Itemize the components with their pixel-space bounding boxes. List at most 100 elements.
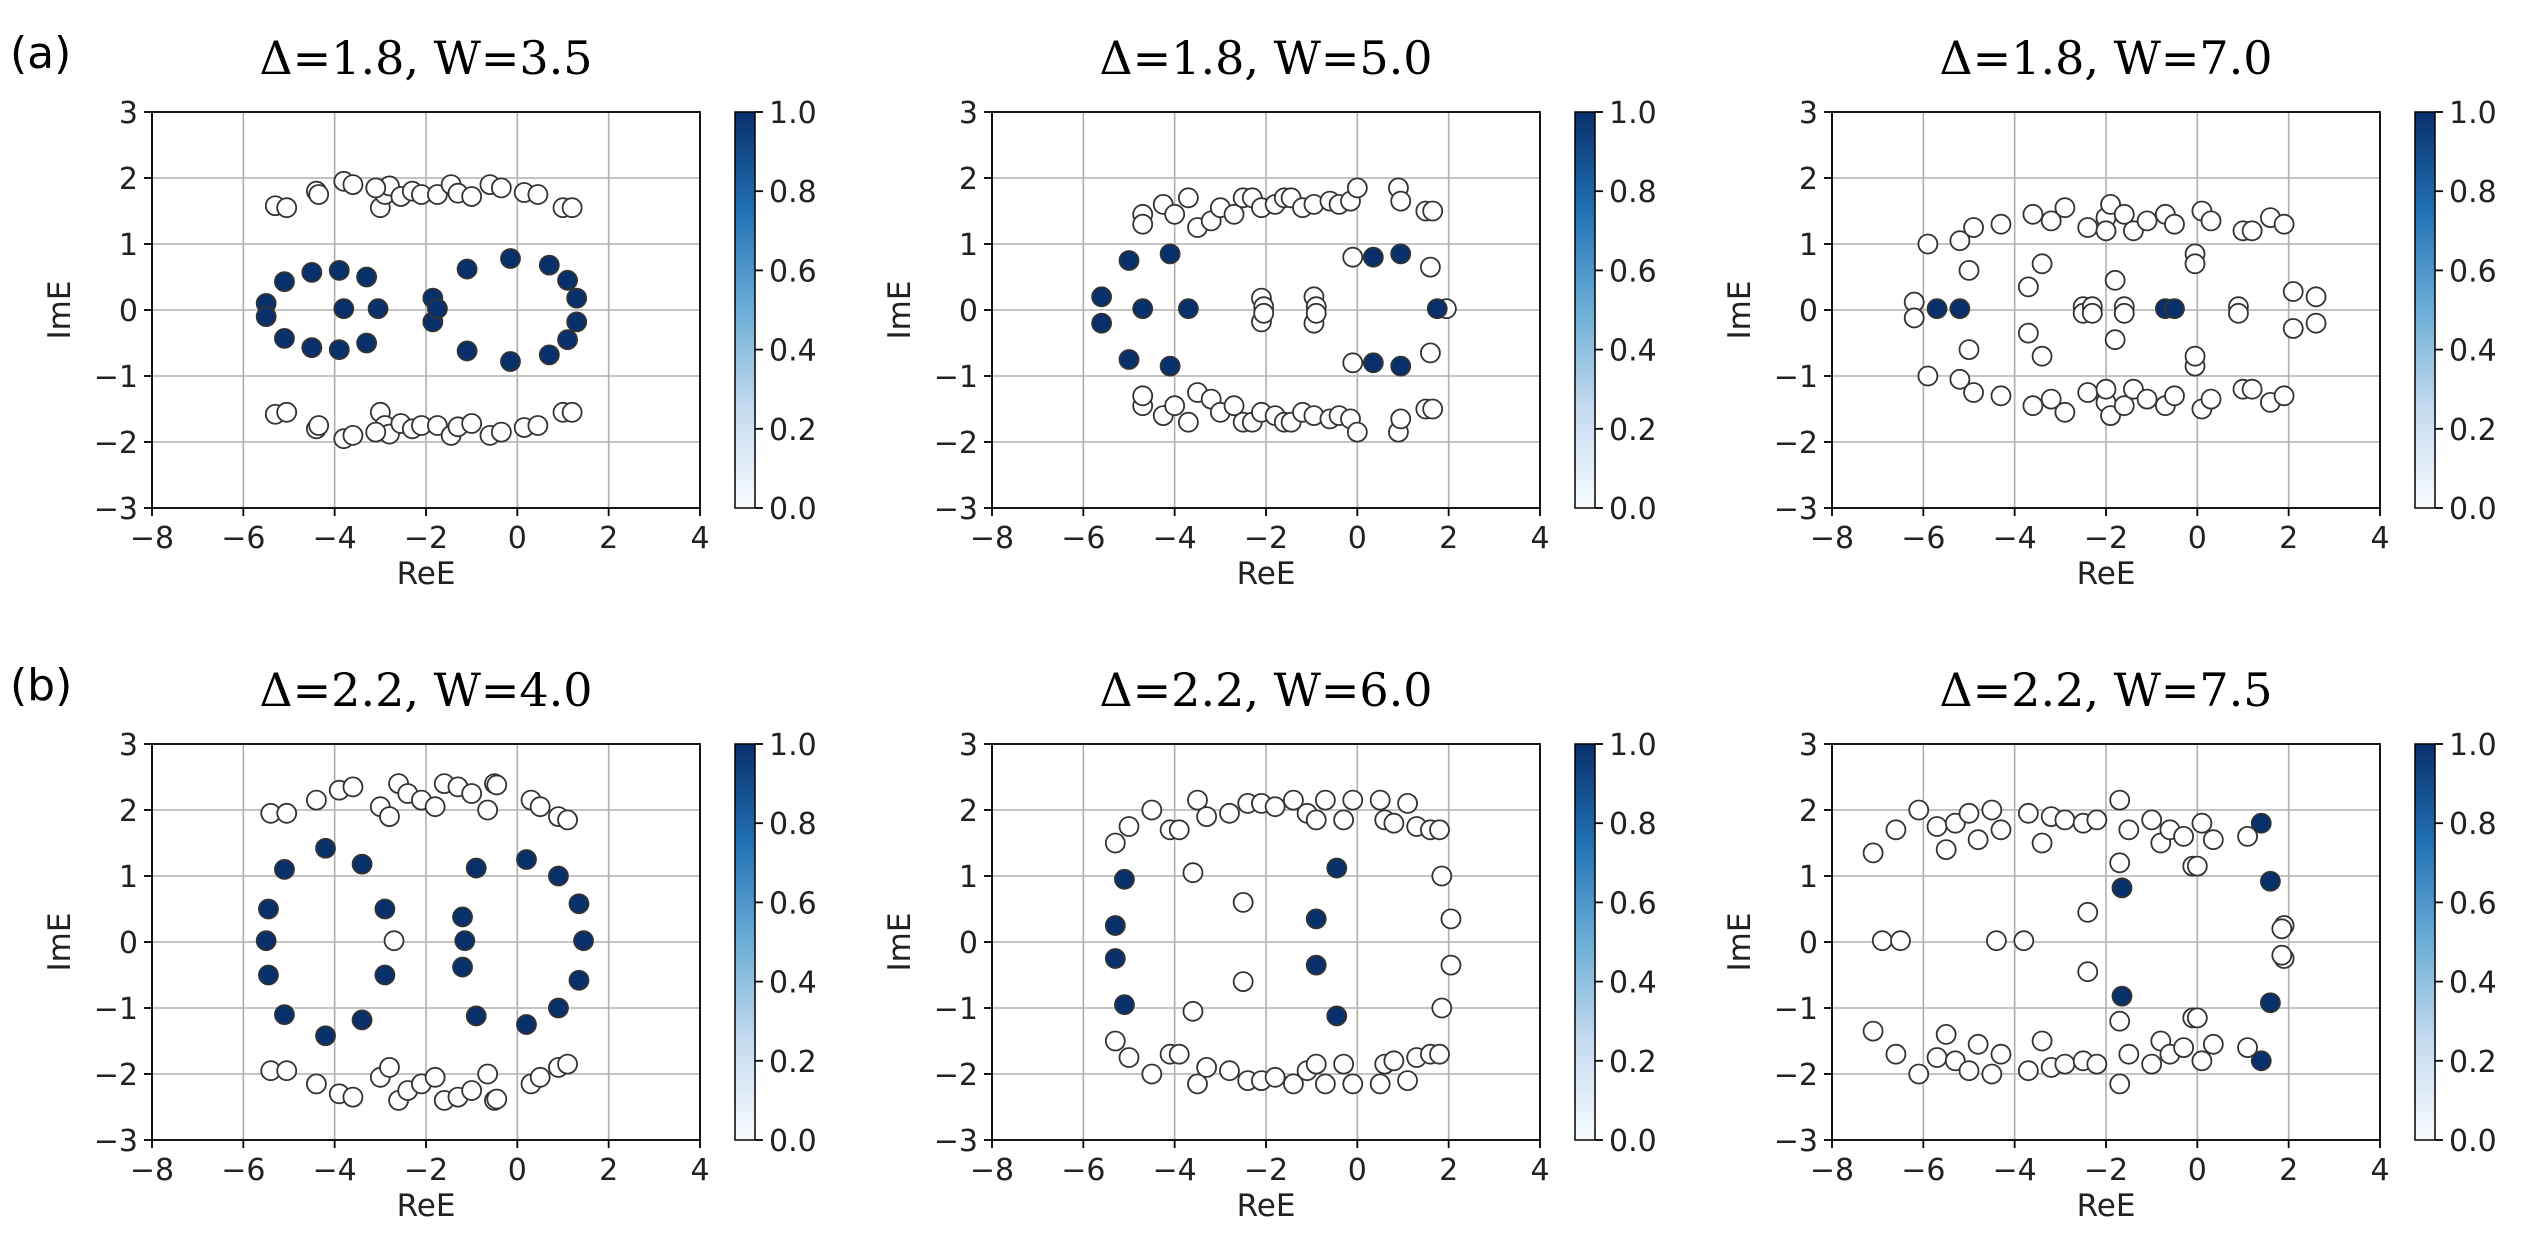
colorbar-gradient xyxy=(1574,111,1596,509)
y-tick-label: −1 xyxy=(1774,360,1818,395)
y-tick-label: 2 xyxy=(119,162,138,197)
colorbar-tick-label: 0.0 xyxy=(769,492,817,527)
x-tick-label: 0 xyxy=(508,1153,527,1188)
eigenvalue-point-open xyxy=(2305,286,2327,308)
y-tick-label: −3 xyxy=(94,492,138,527)
eigenvalue-point-open xyxy=(2031,1030,2053,1052)
eigenvalue-point-open xyxy=(1283,789,1304,811)
eigenvalue-point-open xyxy=(486,774,508,796)
colorbar-tick-label: 1.0 xyxy=(1609,96,1657,131)
eigenvalue-point-open xyxy=(383,930,405,952)
x-tick-label: 0 xyxy=(508,521,527,556)
y-tick-label: 0 xyxy=(959,926,978,961)
eigenvalue-point-open xyxy=(557,1053,578,1075)
colorbar-tick-label: 0.6 xyxy=(2449,254,2497,289)
eigenvalue-point-filled xyxy=(538,254,560,276)
eigenvalue-point-filled xyxy=(1114,994,1135,1016)
eigenvalue-point-open xyxy=(2173,826,2195,847)
colorbar-tick-label: 0.8 xyxy=(769,807,817,842)
colorbar-tick-label: 0.8 xyxy=(1609,175,1657,210)
y-tick-label: 0 xyxy=(959,294,978,329)
plot-title: Δ=2.2, W=6.0 xyxy=(1099,663,1432,717)
y-axis-label: ImE xyxy=(42,913,78,972)
x-axis-label: ReE xyxy=(1237,1188,1296,1224)
eigenvalue-point-open xyxy=(2186,1007,2208,1029)
eigenvalue-point-open xyxy=(1963,382,1984,403)
x-axis-label: ReE xyxy=(397,1188,456,1224)
eigenvalue-point-open xyxy=(1958,802,1980,824)
eigenvalue-point-open xyxy=(529,796,551,818)
colorbar-tick-label: 0.8 xyxy=(1609,807,1657,842)
eigenvalue-point-open xyxy=(1422,398,1444,420)
eigenvalue-point-filled xyxy=(1091,286,1112,308)
eigenvalue-point-open xyxy=(1958,1060,1980,1082)
eigenvalue-point-open xyxy=(1990,213,2012,235)
y-tick-label: −1 xyxy=(1774,992,1818,1027)
eigenvalue-point-open xyxy=(2095,378,2117,400)
y-tick-label: 1 xyxy=(119,228,138,263)
eigenvalue-point-open xyxy=(1141,799,1163,821)
eigenvalue-point-open xyxy=(1223,395,1245,417)
x-tick-label: −8 xyxy=(130,1153,174,1188)
plot-frame xyxy=(151,111,701,509)
y-tick-label: −3 xyxy=(1774,492,1818,527)
colorbar-tick-label: 0.4 xyxy=(1609,966,1657,1001)
eigenvalue-point-open xyxy=(1885,1043,1907,1065)
eigenvalue-point-filled xyxy=(568,893,590,915)
y-tick-label: 0 xyxy=(1799,294,1818,329)
colorbar-tick-label: 0.4 xyxy=(769,966,817,1001)
colorbar-tick-label: 0.0 xyxy=(2449,492,2497,527)
eigenvalue-point-filled xyxy=(1326,857,1348,879)
eigenvalue-point-open xyxy=(1232,892,1254,913)
eigenvalue-point-open xyxy=(1196,1057,1218,1078)
eigenvalue-point-open xyxy=(1168,819,1190,841)
y-tick-label: 3 xyxy=(119,728,138,763)
eigenvalue-point-filled xyxy=(454,930,476,952)
eigenvalue-point-filled xyxy=(351,1009,373,1031)
row-label-b: (b) xyxy=(10,660,72,711)
eigenvalue-point-open xyxy=(2022,395,2044,417)
eigenvalue-point-open xyxy=(1264,1066,1286,1088)
eigenvalue-point-open xyxy=(1283,1073,1304,1095)
eigenvalue-point-open xyxy=(477,1063,499,1085)
eigenvalue-point-open xyxy=(2022,203,2044,225)
eigenvalue-point-open xyxy=(461,1080,483,1101)
eigenvalue-point-open xyxy=(477,799,499,821)
eigenvalue-point-open xyxy=(2081,302,2103,324)
eigenvalue-point-open xyxy=(557,809,578,831)
eigenvalue-point-open xyxy=(2086,1053,2108,1075)
eigenvalue-point-open xyxy=(2200,388,2222,410)
x-tick-label: −2 xyxy=(404,1153,448,1188)
y-tick-label: −1 xyxy=(94,992,138,1027)
eigenvalue-point-filled xyxy=(1118,250,1140,271)
eigenvalue-point-open xyxy=(1314,789,1336,811)
eigenvalue-point-filled xyxy=(1949,298,1971,320)
y-tick-label: −3 xyxy=(934,1124,978,1159)
eigenvalue-point-open xyxy=(1187,789,1208,811)
x-tick-label: 4 xyxy=(1530,1153,1549,1188)
y-tick-label: 2 xyxy=(959,794,978,829)
eigenvalue-point-open xyxy=(1885,819,1907,841)
y-tick-label: 0 xyxy=(119,294,138,329)
y-tick-label: 2 xyxy=(1799,794,1818,829)
colorbar-gradient xyxy=(734,743,756,1141)
eigenvalue-point-filled xyxy=(548,997,569,1019)
eigenvalue-point-open xyxy=(2141,1053,2163,1075)
eigenvalue-point-open xyxy=(1182,1000,1204,1022)
eigenvalue-point-open xyxy=(1908,799,1930,821)
eigenvalue-point-open xyxy=(2118,1043,2140,1065)
eigenvalue-point-open xyxy=(2282,281,2304,302)
eigenvalue-point-filled xyxy=(1926,298,1948,320)
eigenvalue-point-open xyxy=(1967,1033,1989,1055)
eigenvalue-point-open xyxy=(1177,187,1199,209)
eigenvalue-point-filled xyxy=(500,351,521,372)
eigenvalue-point-filled xyxy=(573,930,594,952)
eigenvalue-point-open xyxy=(1223,203,1245,225)
eigenvalue-point-open xyxy=(1981,1063,2003,1085)
eigenvalue-point-open xyxy=(2202,829,2224,851)
y-tick-label: −3 xyxy=(934,492,978,527)
eigenvalue-point-filled xyxy=(333,298,355,320)
eigenvalue-point-open xyxy=(1369,789,1391,811)
eigenvalue-point-open xyxy=(276,401,298,423)
colorbar-tick-label: 0.8 xyxy=(2449,807,2497,842)
